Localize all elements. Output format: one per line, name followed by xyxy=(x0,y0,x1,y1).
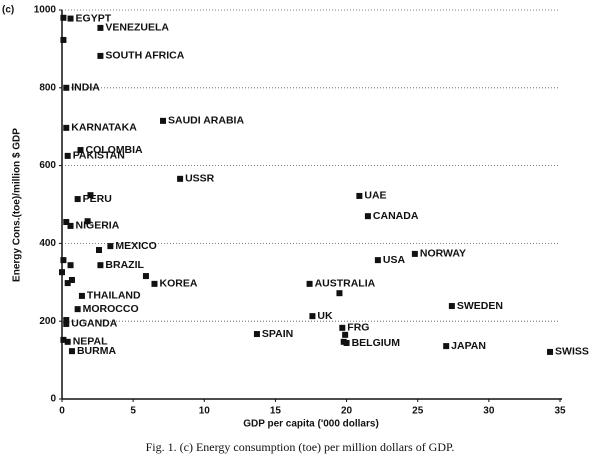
panel-label: (c) xyxy=(2,5,14,16)
point-label: USSR xyxy=(185,173,215,185)
point xyxy=(74,306,81,313)
point-label: FRG xyxy=(347,322,369,334)
point xyxy=(59,269,65,276)
point xyxy=(64,280,71,287)
point xyxy=(60,336,67,343)
point-label: UK xyxy=(317,310,333,322)
point-label: BELGIUM xyxy=(352,337,401,349)
point-label: MOROCCO xyxy=(83,303,139,315)
point xyxy=(60,257,67,264)
x-tick-label: 10 xyxy=(199,406,211,417)
point-label: PERU xyxy=(83,193,112,205)
point-label: VENEZUELA xyxy=(105,22,169,34)
point xyxy=(547,348,554,355)
x-tick-label: 0 xyxy=(59,406,65,417)
point-label: UGANDA xyxy=(71,318,117,330)
point xyxy=(253,331,260,338)
point xyxy=(448,303,455,310)
point xyxy=(177,175,184,182)
point-label: SWISS xyxy=(555,346,589,358)
point xyxy=(306,280,313,287)
point-label: SPAIN xyxy=(262,328,293,340)
y-tick-label: 1000 xyxy=(34,5,57,16)
x-tick-label: 35 xyxy=(554,406,566,417)
point xyxy=(63,317,70,324)
point xyxy=(60,14,67,21)
point xyxy=(60,36,67,43)
point xyxy=(64,152,71,159)
point xyxy=(95,247,102,254)
point xyxy=(343,339,350,346)
point xyxy=(97,262,104,269)
y-tick-label: 0 xyxy=(50,394,56,405)
point xyxy=(63,124,70,131)
y-axis-title: Energy Cons.(toe)/million $ GDP xyxy=(12,128,23,282)
point xyxy=(97,24,104,31)
point xyxy=(339,324,346,331)
point-label: SAUDI ARABIA xyxy=(168,115,244,127)
point xyxy=(67,15,74,22)
point-label: KOREA xyxy=(159,278,197,290)
point-label: PAKISTAN xyxy=(73,150,125,162)
point xyxy=(97,52,104,59)
y-tick-label: 600 xyxy=(39,160,56,171)
point xyxy=(87,192,94,199)
point-label: BRAZIL xyxy=(105,259,144,271)
x-tick-label: 30 xyxy=(483,406,495,417)
point xyxy=(411,250,418,257)
point-label: EGYPT xyxy=(76,12,112,24)
x-tick-label: 15 xyxy=(270,406,282,417)
point-label: COLOMBIA xyxy=(85,144,143,156)
point xyxy=(107,243,114,250)
point xyxy=(78,292,85,299)
point-label: BURMA xyxy=(77,345,116,357)
point-label: THAILAND xyxy=(87,290,141,302)
point xyxy=(74,196,81,203)
point xyxy=(151,280,158,287)
point-label: USA xyxy=(383,254,406,266)
point-label: NEPAL xyxy=(73,336,108,348)
point-label: NIGERIA xyxy=(76,220,120,232)
point xyxy=(63,84,70,91)
point xyxy=(356,192,363,199)
x-axis-title: GDP per capita ('000 dollars) xyxy=(243,419,379,430)
point-label: UAE xyxy=(364,190,386,202)
point xyxy=(374,257,381,264)
point xyxy=(336,290,343,297)
x-tick-label: 25 xyxy=(412,406,424,417)
point xyxy=(64,338,71,345)
point-label: CANADA xyxy=(373,210,419,222)
point xyxy=(63,320,70,327)
point xyxy=(309,313,316,320)
point xyxy=(364,213,371,220)
point xyxy=(77,147,84,154)
caption: Fig. 1. (c) Energy consumption (toe) per… xyxy=(146,440,455,454)
y-tick-label: 800 xyxy=(39,82,56,93)
point-label: AUSTRALIA xyxy=(315,278,376,290)
point xyxy=(67,262,74,269)
point xyxy=(160,117,167,124)
point xyxy=(342,331,349,338)
point-label: INDIA xyxy=(71,82,100,94)
point xyxy=(84,218,91,225)
point xyxy=(67,222,74,229)
point-label: KARNATAKA xyxy=(71,122,137,134)
point xyxy=(68,348,75,355)
point-label: JAPAN xyxy=(451,340,486,352)
point xyxy=(443,343,450,350)
x-tick-label: 20 xyxy=(341,406,353,417)
point-label: NORWAY xyxy=(420,248,466,260)
x-tick-label: 5 xyxy=(130,406,136,417)
point xyxy=(63,219,70,226)
point-label: MEXICO xyxy=(115,240,156,252)
point xyxy=(142,273,149,280)
point xyxy=(68,276,75,283)
y-tick-label: 200 xyxy=(39,316,56,327)
point-label: SOUTH AFRICA xyxy=(105,50,184,62)
point-label: SWEDEN xyxy=(457,300,503,312)
y-tick-label: 400 xyxy=(39,238,56,249)
